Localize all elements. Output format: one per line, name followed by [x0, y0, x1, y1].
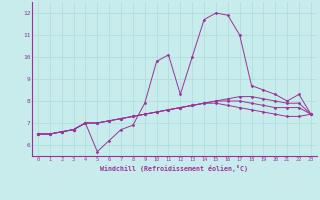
X-axis label: Windchill (Refroidissement éolien,°C): Windchill (Refroidissement éolien,°C) [100, 165, 248, 172]
